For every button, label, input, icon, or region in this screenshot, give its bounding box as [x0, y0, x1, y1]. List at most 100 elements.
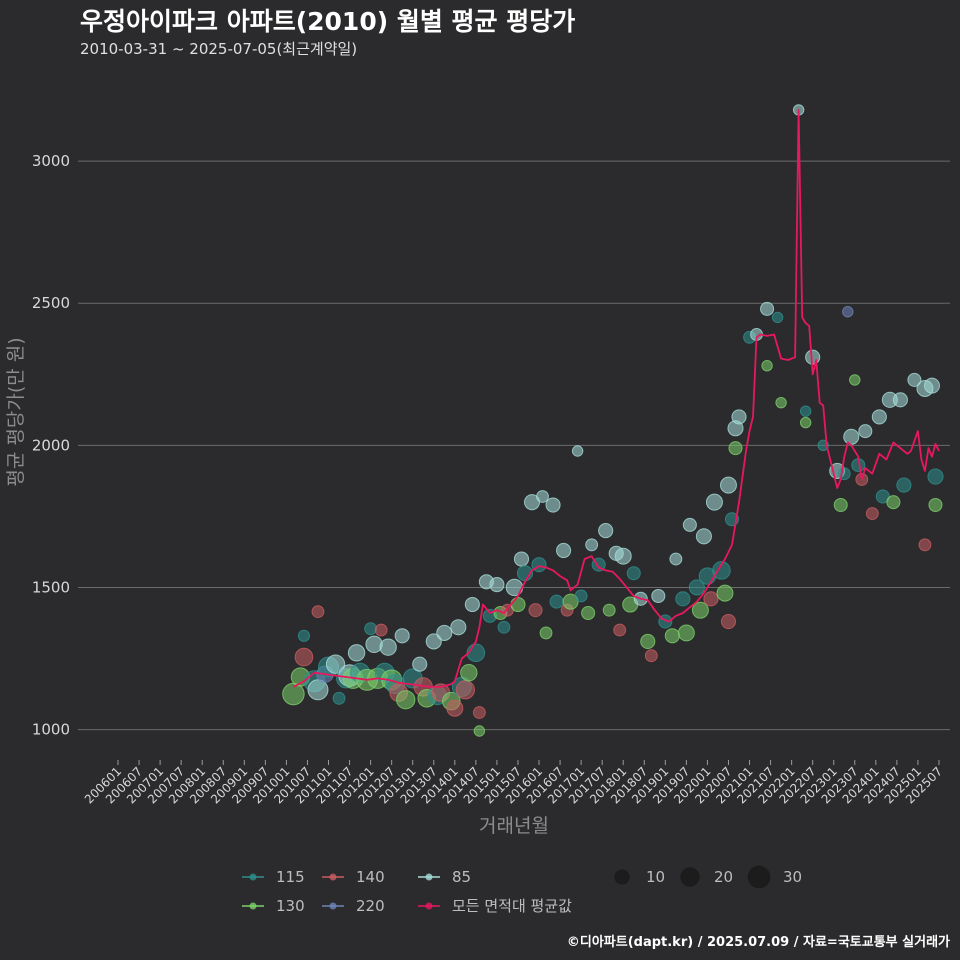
data-point-130 [640, 633, 656, 650]
data-point-115 [549, 594, 564, 609]
data-point-85 [436, 624, 453, 641]
data-point-85 [682, 517, 697, 532]
data-point-115 [799, 405, 812, 417]
x-axis-title: 거래년월 [479, 815, 549, 837]
data-point-115 [927, 468, 944, 485]
data-point-85 [394, 628, 410, 644]
data-point-130 [716, 584, 734, 602]
data-point-85 [513, 551, 530, 567]
data-point-140 [528, 603, 543, 618]
data-point-85 [464, 596, 480, 613]
data-point-130 [849, 374, 861, 386]
data-point-140 [918, 538, 932, 552]
data-point-130 [833, 497, 848, 513]
data-point-115 [364, 622, 378, 636]
data-point-140 [644, 649, 658, 663]
data-point-85 [760, 301, 775, 316]
legend-size-circle [680, 867, 700, 887]
y-axis-title: 평균 평당가(만 원) [5, 337, 27, 486]
data-point-130 [728, 441, 743, 456]
data-point-85 [536, 490, 549, 503]
legend-label-115: 115 [276, 868, 305, 886]
data-point-115 [688, 579, 705, 596]
legend-label-140: 140 [356, 868, 385, 886]
legend: 115 140 85 130 220 모든 면적대 평균값 10 20 30 [242, 865, 802, 915]
data-point-85 [425, 633, 442, 650]
average-line [292, 109, 940, 688]
data-point-130 [581, 606, 596, 621]
legend-label-130: 130 [276, 897, 305, 915]
data-point-140 [374, 623, 388, 637]
data-point-85 [705, 493, 723, 511]
data-point-115 [626, 566, 641, 581]
data-point-85 [843, 428, 860, 445]
y-tick-label: 2000 [32, 436, 70, 454]
data-point-85 [651, 588, 666, 603]
legend-size-circle [747, 865, 771, 889]
data-point-140 [311, 605, 325, 619]
data-point-140 [294, 647, 314, 667]
data-point-130 [460, 664, 478, 682]
data-point-140 [455, 680, 475, 700]
data-point-130 [886, 495, 901, 510]
data-point-130 [691, 601, 709, 619]
data-point-130 [677, 624, 695, 642]
data-point-130 [510, 596, 526, 613]
data-point-220 [842, 306, 854, 318]
data-point-115 [574, 589, 588, 603]
data-point-85 [907, 372, 922, 387]
legend-key-140 [329, 873, 337, 881]
data-point-140 [613, 623, 627, 637]
data-point-85 [556, 542, 572, 559]
data-point-85 [871, 409, 887, 425]
data-point-130 [799, 416, 812, 429]
chart-caption: ©디아파트(dapt.kr) / 2025.07.09 / 자료=국토교통부 실… [566, 935, 950, 950]
data-point-140 [446, 699, 464, 717]
data-point-85 [892, 392, 908, 408]
data-point-85 [571, 445, 584, 457]
legend-label-85: 85 [452, 868, 471, 886]
legend-key-115 [249, 873, 257, 881]
data-point-115 [712, 561, 731, 580]
data-point-85 [731, 409, 747, 425]
chart-subtitle: 2010-03-31 ~ 2025-07-05(최근계약일) [80, 40, 358, 58]
data-point-85 [695, 528, 712, 545]
data-point-85 [450, 619, 467, 636]
data-point-115 [896, 477, 912, 493]
legend-key-85 [425, 873, 433, 881]
data-point-130 [562, 593, 579, 610]
data-point-85 [365, 635, 383, 653]
y-tick-label: 2500 [32, 294, 70, 312]
y-tick-label: 1000 [32, 721, 70, 739]
data-point-130 [539, 626, 553, 640]
data-point-115 [771, 311, 784, 324]
data-point-140 [720, 613, 737, 630]
data-point-85 [412, 656, 428, 672]
legend-key-220 [329, 902, 337, 910]
data-point-115 [675, 591, 691, 607]
data-point-115 [497, 620, 511, 634]
chart-title: 우정아이파크 아파트(2010) 월별 평균 평당가 [80, 7, 576, 36]
data-point-85 [379, 638, 397, 656]
data-point-85 [923, 377, 941, 394]
data-point-140 [472, 706, 486, 719]
legend-key-avg [425, 902, 433, 910]
data-point-130 [602, 603, 616, 617]
legend-label-avg: 모든 면적대 평균값 [452, 897, 572, 915]
data-point-130 [761, 360, 773, 372]
legend-size-label: 10 [646, 868, 665, 886]
data-point-85 [598, 523, 614, 539]
average-line-layer [292, 109, 940, 688]
data-point-85 [719, 476, 737, 494]
data-point-85 [325, 654, 346, 674]
y-tick-label: 3000 [32, 152, 70, 170]
legend-size-label: 30 [783, 868, 802, 886]
data-point-85 [489, 577, 505, 593]
data-point-115 [332, 691, 346, 705]
data-point-140 [865, 507, 879, 520]
legend-label-220: 220 [356, 897, 385, 915]
data-point-130 [396, 690, 416, 710]
y-tick-label: 1500 [32, 578, 70, 596]
data-point-85 [545, 497, 561, 513]
